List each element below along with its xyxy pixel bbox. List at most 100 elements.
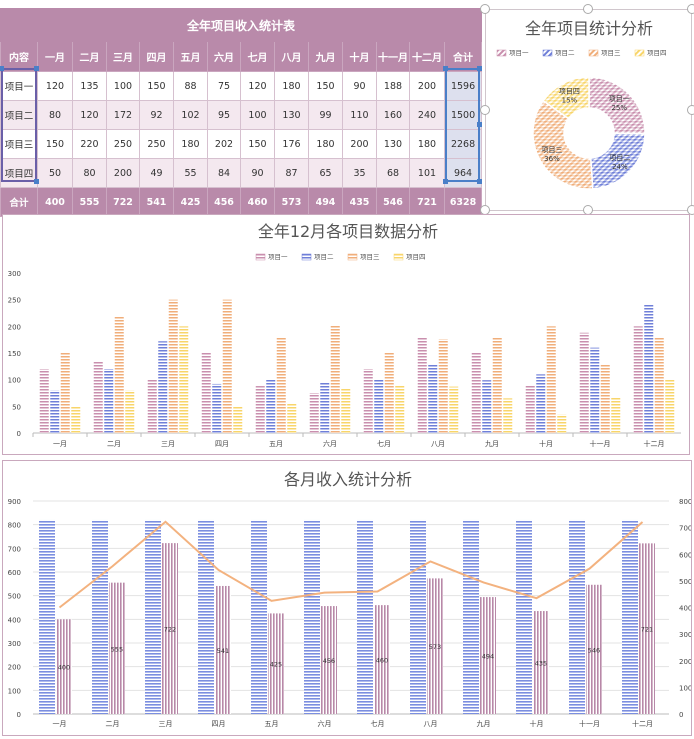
header-cell[interactable]: 九月 — [308, 41, 343, 72]
header-cell[interactable]: 五月 — [173, 41, 208, 72]
selection-handle[interactable] — [443, 66, 448, 71]
value-cell[interactable]: 102 — [173, 100, 208, 130]
selection-handle[interactable] — [443, 179, 448, 184]
monthly-project-chart-frame[interactable]: 全年12月各项目数据分析 项目一 项目二 项目三 项目四 0 50 100 150 200 250 3… — [2, 214, 690, 455]
value-cell[interactable]: 220 — [72, 129, 107, 159]
value-cell[interactable]: 35 — [342, 158, 377, 188]
resize-handle[interactable] — [480, 105, 490, 115]
value-cell[interactable]: 90 — [342, 71, 377, 101]
month-total-cell[interactable]: 400 — [37, 187, 73, 217]
month-total-cell[interactable]: 456 — [207, 187, 241, 217]
value-cell[interactable]: 101 — [409, 158, 445, 188]
value-cell[interactable]: 172 — [106, 100, 140, 130]
value-cell[interactable]: 80 — [37, 100, 73, 130]
value-cell[interactable]: 180 — [409, 129, 445, 159]
value-cell[interactable]: 150 — [240, 129, 275, 159]
resize-handle[interactable] — [583, 4, 593, 14]
month-total-cell[interactable]: 546 — [376, 187, 410, 217]
value-cell[interactable]: 99 — [308, 100, 343, 130]
resize-handle[interactable] — [687, 205, 694, 215]
header-cell[interactable]: 三月 — [106, 41, 140, 72]
total-label-cell[interactable]: 合计 — [0, 187, 38, 217]
value-cell[interactable]: 65 — [308, 158, 343, 188]
selection-handle[interactable] — [34, 66, 39, 71]
value-cell[interactable]: 180 — [173, 129, 208, 159]
value-cell[interactable]: 88 — [173, 71, 208, 101]
month-total-cell[interactable]: 435 — [342, 187, 377, 217]
header-cell[interactable]: 十月 — [342, 41, 377, 72]
row-name-cell[interactable]: 项目二 — [0, 100, 38, 130]
value-cell[interactable]: 200 — [409, 71, 445, 101]
value-cell[interactable]: 160 — [376, 100, 410, 130]
header-cell[interactable]: 二月 — [72, 41, 107, 72]
value-cell[interactable]: 188 — [376, 71, 410, 101]
value-cell[interactable]: 150 — [139, 71, 174, 101]
month-total-cell[interactable]: 494 — [308, 187, 343, 217]
header-cell[interactable]: 合计 — [443, 41, 483, 72]
row-name-cell[interactable]: 项目一 — [0, 71, 38, 101]
row-total-cell[interactable]: 1500 — [443, 100, 483, 130]
month-total-cell[interactable]: 555 — [72, 187, 107, 217]
month-total-cell[interactable]: 722 — [106, 187, 140, 217]
value-cell[interactable]: 120 — [72, 100, 107, 130]
pie-chart-frame[interactable]: 全年项目统计分析 项目一 项目二 项目三 项目四 项目一 25% 项目二 24% 项目三 36% 项目… — [485, 9, 692, 211]
month-total-cell[interactable]: 460 — [240, 187, 275, 217]
value-cell[interactable]: 120 — [240, 71, 275, 101]
value-cell[interactable]: 110 — [342, 100, 377, 130]
value-cell[interactable]: 202 — [207, 129, 241, 159]
resize-handle[interactable] — [480, 4, 490, 14]
month-total-cell[interactable]: 573 — [274, 187, 309, 217]
value-cell[interactable]: 50 — [37, 158, 73, 188]
value-cell[interactable]: 75 — [207, 71, 241, 101]
monthly-income-chart-frame[interactable]: 各月收入统计分析 0 100 200 300 400 500 600 700 800 900 0 100… — [2, 460, 692, 736]
row-total-cell[interactable]: 1596 — [443, 71, 483, 101]
header-cell[interactable]: 八月 — [274, 41, 309, 72]
header-cell[interactable]: 十二月 — [409, 41, 445, 72]
value-cell[interactable]: 135 — [72, 71, 107, 101]
value-cell[interactable]: 92 — [139, 100, 174, 130]
value-cell[interactable]: 250 — [139, 129, 174, 159]
value-cell[interactable]: 240 — [409, 100, 445, 130]
value-cell[interactable]: 90 — [240, 158, 275, 188]
value-cell[interactable]: 250 — [106, 129, 140, 159]
grand-total-cell[interactable]: 6328 — [443, 187, 483, 217]
value-cell[interactable]: 180 — [274, 71, 309, 101]
value-cell[interactable]: 200 — [342, 129, 377, 159]
value-cell[interactable]: 150 — [37, 129, 73, 159]
header-cell[interactable]: 内容 — [0, 41, 38, 72]
value-cell[interactable]: 100 — [240, 100, 275, 130]
value-cell[interactable]: 100 — [106, 71, 140, 101]
selection-handle[interactable] — [477, 66, 482, 71]
month-total-cell[interactable]: 425 — [173, 187, 208, 217]
selection-handle[interactable] — [34, 179, 39, 184]
row-total-cell[interactable]: 964 — [443, 158, 483, 188]
selection-handle[interactable] — [477, 179, 482, 184]
value-cell[interactable]: 84 — [207, 158, 241, 188]
value-cell[interactable]: 200 — [106, 158, 140, 188]
header-cell[interactable]: 六月 — [207, 41, 241, 72]
header-cell[interactable]: 一月 — [37, 41, 73, 72]
value-cell[interactable]: 49 — [139, 158, 174, 188]
value-cell[interactable]: 150 — [308, 71, 343, 101]
value-cell[interactable]: 80 — [72, 158, 107, 188]
value-cell[interactable]: 55 — [173, 158, 208, 188]
row-total-cell[interactable]: 2268 — [443, 129, 483, 159]
header-cell[interactable]: 四月 — [139, 41, 174, 72]
value-cell[interactable]: 176 — [274, 129, 309, 159]
row-name-cell[interactable]: 项目三 — [0, 129, 38, 159]
resize-handle[interactable] — [687, 4, 694, 14]
value-cell[interactable]: 120 — [37, 71, 73, 101]
month-total-cell[interactable]: 721 — [409, 187, 445, 217]
value-cell[interactable]: 87 — [274, 158, 309, 188]
selection-handle[interactable] — [477, 122, 482, 127]
value-cell[interactable]: 95 — [207, 100, 241, 130]
month-total-cell[interactable]: 541 — [139, 187, 174, 217]
value-cell[interactable]: 180 — [308, 129, 343, 159]
resize-handle[interactable] — [687, 105, 694, 115]
value-cell[interactable]: 68 — [376, 158, 410, 188]
value-cell[interactable]: 130 — [376, 129, 410, 159]
row-name-cell[interactable]: 项目四 — [0, 158, 38, 188]
selection-handle[interactable] — [0, 66, 4, 71]
value-cell[interactable]: 130 — [274, 100, 309, 130]
header-cell[interactable]: 十一月 — [376, 41, 410, 72]
